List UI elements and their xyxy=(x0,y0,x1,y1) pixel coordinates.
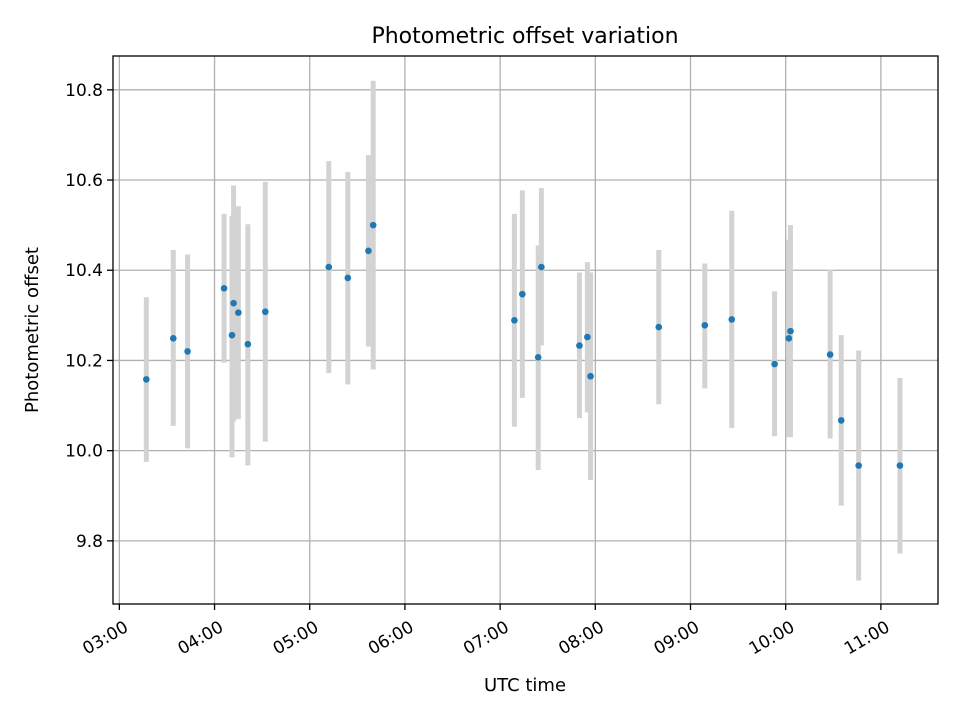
data-point xyxy=(587,372,594,380)
data-point xyxy=(344,274,352,282)
data-point xyxy=(369,221,377,229)
data-point xyxy=(519,290,526,298)
data-point xyxy=(787,327,794,335)
data-point xyxy=(228,331,236,339)
data-point xyxy=(325,263,333,271)
data-point xyxy=(235,309,242,316)
data-point xyxy=(655,323,663,331)
data-point xyxy=(855,462,862,469)
y-tick-label: 10.2 xyxy=(65,351,103,371)
x-axis-label: UTC time xyxy=(484,675,566,696)
data-point xyxy=(576,342,583,349)
data-point xyxy=(230,299,237,307)
data-point xyxy=(365,247,372,255)
data-point xyxy=(584,333,591,341)
y-tick-label: 10.6 xyxy=(65,171,103,191)
data-point xyxy=(538,263,545,271)
data-point xyxy=(169,335,177,342)
data-point xyxy=(262,308,269,316)
y-tick-label: 10.4 xyxy=(65,261,103,281)
data-point xyxy=(534,353,542,361)
plot-frame xyxy=(112,55,939,605)
data-point xyxy=(728,316,736,323)
data-point xyxy=(837,417,845,424)
chart-title: Photometric offset variation xyxy=(371,24,678,49)
y-tick-label: 10.8 xyxy=(65,81,103,101)
y-tick-label: 9.8 xyxy=(76,532,103,552)
data-point xyxy=(143,376,150,383)
data-point xyxy=(244,340,252,348)
data-point xyxy=(785,335,793,342)
data-points xyxy=(143,221,904,469)
data-point xyxy=(771,360,778,368)
data-point xyxy=(826,351,834,358)
data-point xyxy=(511,317,518,324)
data-point xyxy=(220,284,228,292)
grid xyxy=(113,56,938,604)
y-tick-label: 10.0 xyxy=(65,442,103,462)
data-point xyxy=(184,348,191,355)
data-point xyxy=(896,462,904,469)
y-axis-label: Photometric offset xyxy=(22,247,43,413)
data-point xyxy=(701,321,709,329)
y-axis-ticks: 9.8 10.0 10.2 10.4 10.6 10.8 xyxy=(65,81,113,552)
